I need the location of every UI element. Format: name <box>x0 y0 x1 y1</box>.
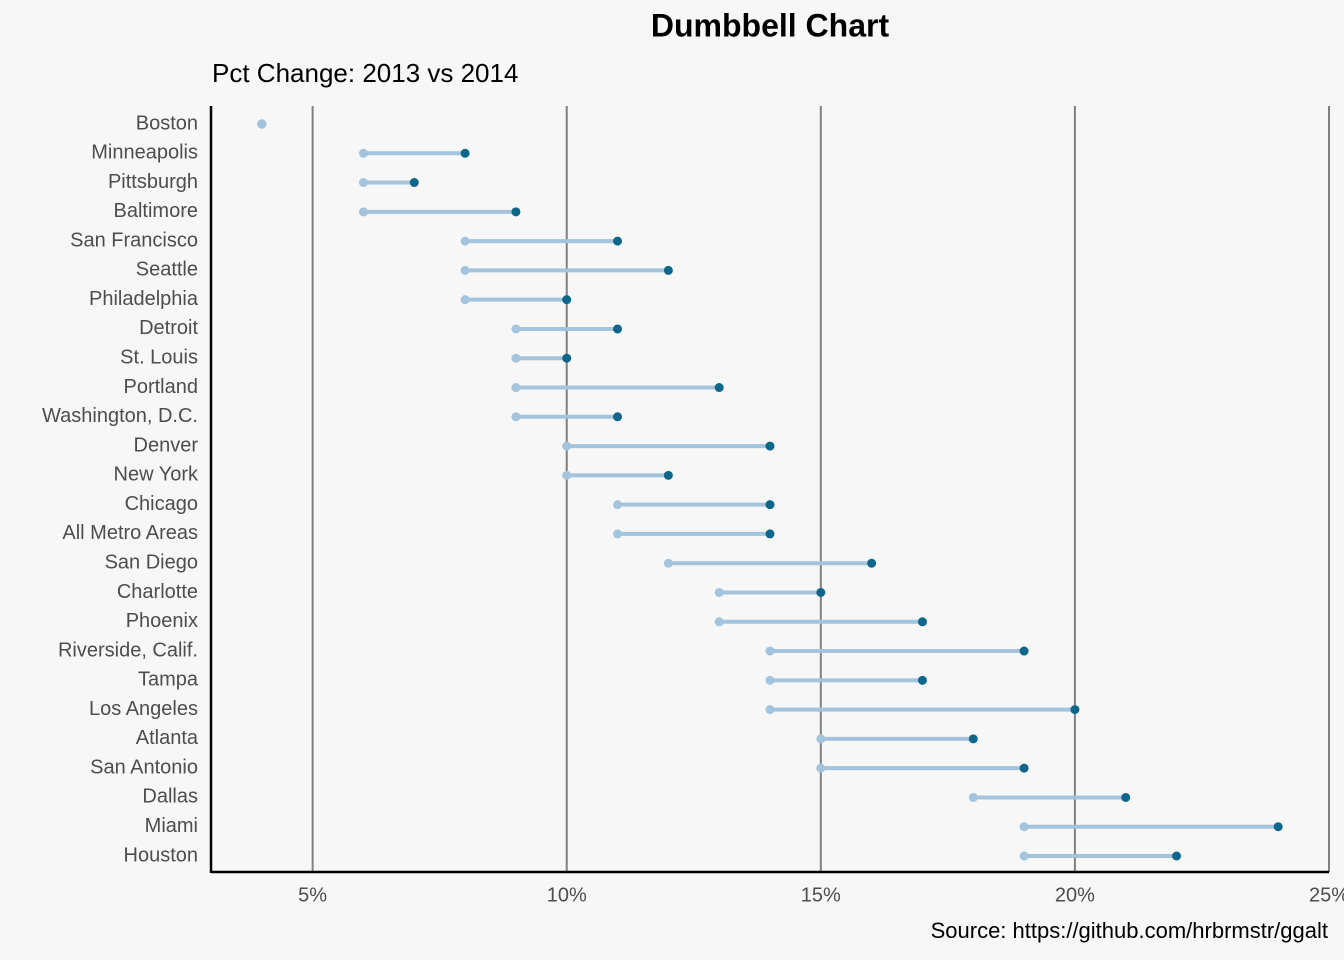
start-point <box>765 646 775 656</box>
y-tick-label: Washington, D.C. <box>42 405 198 427</box>
x-tick-label: 20% <box>1055 884 1095 906</box>
start-point <box>460 265 470 275</box>
start-point <box>358 207 368 217</box>
start-point <box>714 587 724 597</box>
start-point <box>562 470 572 480</box>
y-tick-label: Chicago <box>125 493 198 515</box>
end-point <box>562 295 572 305</box>
y-tick-label: Baltimore <box>114 200 198 222</box>
y-tick-label: Charlotte <box>117 581 198 603</box>
plot-area: 5% 10% 15% 20% 25% Boston Minneapolis Pittsburg… <box>42 106 1344 906</box>
chart-subtitle: Pct Change: 2013 vs 2014 <box>212 58 518 88</box>
start-point <box>714 617 724 627</box>
start-point <box>1019 851 1029 861</box>
start-point <box>257 119 267 129</box>
end-point <box>1273 822 1283 832</box>
caption: Source: https://github.com/hrbrmstr/ggal… <box>931 918 1328 943</box>
end-point <box>511 207 521 217</box>
end-point <box>562 353 572 363</box>
end-point <box>1121 792 1131 802</box>
y-tick-label: San Diego <box>105 551 198 573</box>
y-tick-label: Houston <box>124 844 199 866</box>
y-tick-label: New York <box>114 464 199 486</box>
start-point <box>358 178 368 188</box>
end-point <box>867 558 877 568</box>
start-point <box>663 558 673 568</box>
y-tick-label: Los Angeles <box>89 698 198 720</box>
x-tick-label: 25% <box>1309 884 1344 906</box>
end-point <box>765 441 775 451</box>
start-point <box>816 763 826 773</box>
start-point <box>1019 822 1029 832</box>
end-point <box>968 734 978 744</box>
y-tick-label: San Antonio <box>90 756 198 778</box>
start-point <box>968 792 978 802</box>
y-tick-label: Miami <box>145 815 198 837</box>
y-tick-label: St. Louis <box>120 347 198 369</box>
start-point <box>765 675 775 685</box>
end-point <box>765 529 775 539</box>
x-tick-label: 10% <box>547 884 587 906</box>
start-point <box>511 412 521 422</box>
start-point <box>613 500 623 510</box>
y-tick-label: Detroit <box>139 317 198 339</box>
start-point <box>511 383 521 393</box>
start-point <box>511 324 521 334</box>
end-point <box>663 470 673 480</box>
end-point <box>1172 851 1182 861</box>
y-tick-label: All Metro Areas <box>62 522 198 544</box>
start-point <box>460 236 470 246</box>
end-point <box>816 587 826 597</box>
end-point <box>663 265 673 275</box>
start-point <box>358 148 368 158</box>
end-point <box>765 500 775 510</box>
end-point <box>1070 705 1080 715</box>
end-point <box>1019 763 1029 773</box>
start-point <box>816 734 826 744</box>
y-tick-label: Seattle <box>136 259 198 281</box>
end-point <box>1019 646 1029 656</box>
start-point <box>613 529 623 539</box>
end-point <box>409 178 419 188</box>
y-tick-label: Minneapolis <box>91 142 198 164</box>
y-tick-label: Pittsburgh <box>108 171 198 193</box>
end-point <box>613 324 623 334</box>
y-tick-label: Philadelphia <box>89 288 199 310</box>
y-tick-label: Atlanta <box>136 727 199 749</box>
y-tick-label: Denver <box>134 434 199 456</box>
y-tick-label: Phoenix <box>126 610 198 632</box>
y-tick-label: Riverside, Calif. <box>58 639 198 661</box>
chart-title: Dumbbell Chart <box>651 7 890 43</box>
start-point <box>562 441 572 451</box>
end-point <box>613 412 623 422</box>
end-point <box>714 383 724 393</box>
y-tick-label: Portland <box>124 376 199 398</box>
y-tick-label: Dallas <box>142 786 198 808</box>
start-point <box>765 705 775 715</box>
y-tick-label: Boston <box>136 112 198 134</box>
y-tick-label: Tampa <box>138 669 199 691</box>
start-point <box>460 295 470 305</box>
x-tick-label: 5% <box>298 884 327 906</box>
end-point <box>917 675 927 685</box>
end-point <box>460 148 470 158</box>
x-tick-label: 15% <box>801 884 841 906</box>
y-tick-label: San Francisco <box>70 229 198 251</box>
end-point <box>613 236 623 246</box>
start-point <box>511 353 521 363</box>
end-point <box>917 617 927 627</box>
